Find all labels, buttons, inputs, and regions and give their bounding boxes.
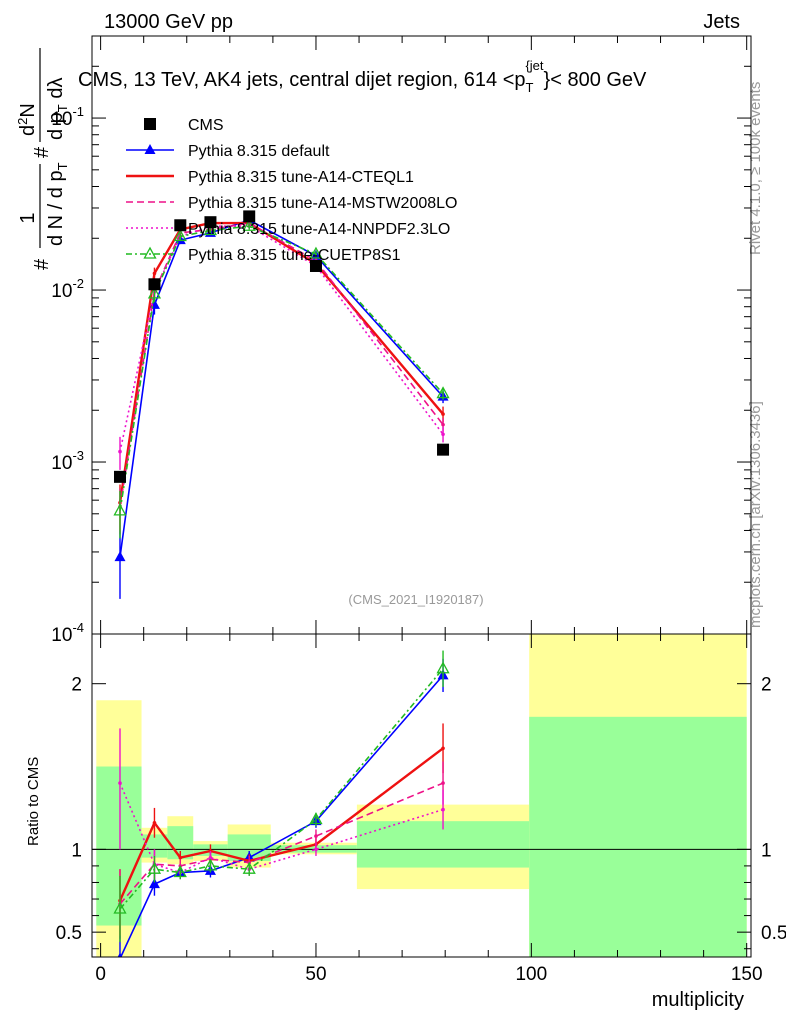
cms-data-point-3 [204, 216, 217, 229]
legend: CMS Pythia 8.315 default Pythia 8.315 tune… [126, 117, 457, 264]
cms-data-point-5 [309, 259, 322, 272]
axes-ticks: 10-4 10-3 10-2 10-1 0.5 0.5 1 1 2 2 0 50 100 150 [51, 36, 786, 985]
legend-label-3: Pythia 8.315 tune-A14-MSTW2008LO [188, 195, 457, 212]
xtick-label-2: 100 [515, 964, 547, 985]
cms-data-point-4 [243, 210, 256, 223]
ratio-panel-series [113, 650, 450, 957]
main-series-line-2 [119, 222, 444, 507]
main-series-marker-1-6 [441, 412, 445, 416]
svg-text:d N / d pT: d N / d pT [45, 162, 70, 246]
xtick-label-0: 0 [95, 964, 106, 985]
legend-marker-1 [144, 144, 156, 154]
main-series-marker-4-5 [309, 246, 323, 259]
legend-label-4: Pythia 8.315 tune-A14-NNPDF2.3LO [188, 221, 450, 238]
main-series-marker-4-0 [113, 503, 127, 516]
ratio-series-marker-3-0 [118, 781, 122, 785]
cms-data-point-2 [174, 219, 187, 232]
ratio-band-green-0 [96, 766, 142, 926]
ratio-series-marker-2-6 [441, 781, 445, 785]
svg-text:#: # [31, 146, 53, 158]
main-series-marker-1-1 [152, 271, 157, 276]
svg-text:1: 1 [17, 212, 39, 223]
ratio-series-marker-3-6 [441, 807, 445, 812]
ratio-series-marker-0-1 [148, 878, 160, 889]
main-series-marker-0-0 [114, 551, 126, 562]
main-ytick-label-1: 10-3 [51, 448, 84, 474]
main-series-marker-4-4 [242, 218, 256, 231]
main-series-marker-2-6 [441, 422, 445, 427]
ratio-ytick-label-right-1: 1 [761, 840, 772, 861]
main-ytick-label-3: 10-1 [51, 104, 84, 130]
ratio-series-marker-3-3 [208, 855, 213, 860]
ratio-series-marker-0-0 [117, 952, 123, 957]
ratio-band-green-7 [529, 716, 747, 957]
ratio-series-marker-2-5 [314, 834, 318, 838]
ratio-series-marker-4-3 [203, 858, 218, 871]
main-ytick-label-0: 10-4 [51, 620, 84, 646]
cms-data-point-1 [148, 278, 161, 291]
ratio-series-marker-1-6 [441, 746, 445, 751]
ratio-y-axis-label: Ratio to CMS [25, 757, 42, 846]
ratio-series-marker-4-5 [309, 812, 323, 825]
legend-label-5: Pythia 8.315 tune-CUETP8S1 [188, 247, 401, 264]
main-series-marker-3-6 [441, 432, 445, 437]
main-series-marker-4-2 [173, 229, 187, 242]
ratio-panel-frame [91, 633, 752, 958]
xtick-label-1: 50 [305, 964, 326, 985]
ratio-series-marker-4-4 [242, 861, 256, 874]
ratio-ytick-label-left-1: 1 [71, 840, 82, 861]
header-beam-label: 13000 GeV pp [104, 11, 233, 33]
ratio-series-marker-4-1 [147, 861, 162, 874]
main-ytick-label-2: 10-2 [51, 276, 84, 302]
ratio-series-marker-4-0 [113, 901, 127, 914]
main-series-marker-4-1 [147, 286, 162, 299]
analysis-watermark: (CMS_2021_I1920187) [348, 592, 483, 607]
cms-data-point-6 [437, 443, 450, 456]
ratio-series-marker-4-6 [436, 661, 450, 674]
ratio-panel-bands [92, 634, 751, 957]
ratio-ytick-label-left-0: 0.5 [56, 923, 82, 944]
ratio-ytick-label-right-0: 0.5 [761, 923, 786, 944]
rivet-version-label: Rivet 4.1.0, ≥ 100k events [747, 82, 764, 255]
main-panel-series [113, 210, 450, 599]
plot-title: CMS, 13 TeV, AK4 jets, central dijet reg… [78, 58, 647, 95]
mcplots-source-label: mcplots.cern.ch [arXiv:1306.3436] [747, 401, 764, 628]
ratio-series-marker-3-5 [314, 847, 318, 852]
legend-marker-cms [144, 118, 156, 130]
x-axis-label: multiplicity [652, 989, 744, 1011]
xtick-label-3: 150 [731, 964, 763, 985]
ratio-ytick-label-left-2: 2 [71, 675, 82, 696]
legend-marker-5 [143, 246, 157, 259]
cms-data-point-0 [113, 470, 126, 483]
main-series-marker-3-0 [118, 449, 122, 454]
svg-text:d2N: d2N [15, 103, 39, 136]
legend-label-0: CMS [188, 117, 224, 134]
legend-label-2: Pythia 8.315 tune-A14-CTEQL1 [188, 169, 414, 186]
ratio-series-marker-4-2 [173, 865, 187, 878]
svg-text:#: # [31, 258, 53, 270]
header-analysis-label: Jets [703, 11, 740, 33]
svg-text:d pT dλ: d pT dλ [45, 78, 70, 140]
main-series-marker-4-6 [436, 386, 450, 399]
main-series-line-0 [119, 219, 444, 558]
legend-label-1: Pythia 8.315 default [188, 143, 330, 160]
ratio-ytick-label-right-2: 2 [761, 675, 772, 696]
ratio-series-marker-1-2 [178, 855, 183, 860]
main-series-marker-4-3 [203, 223, 218, 236]
main-y-axis-label: # 1 d N / d pT # d2N d pT dλ [15, 48, 70, 270]
ratio-series-marker-1-1 [152, 821, 157, 825]
main-series-line-1 [118, 221, 444, 503]
